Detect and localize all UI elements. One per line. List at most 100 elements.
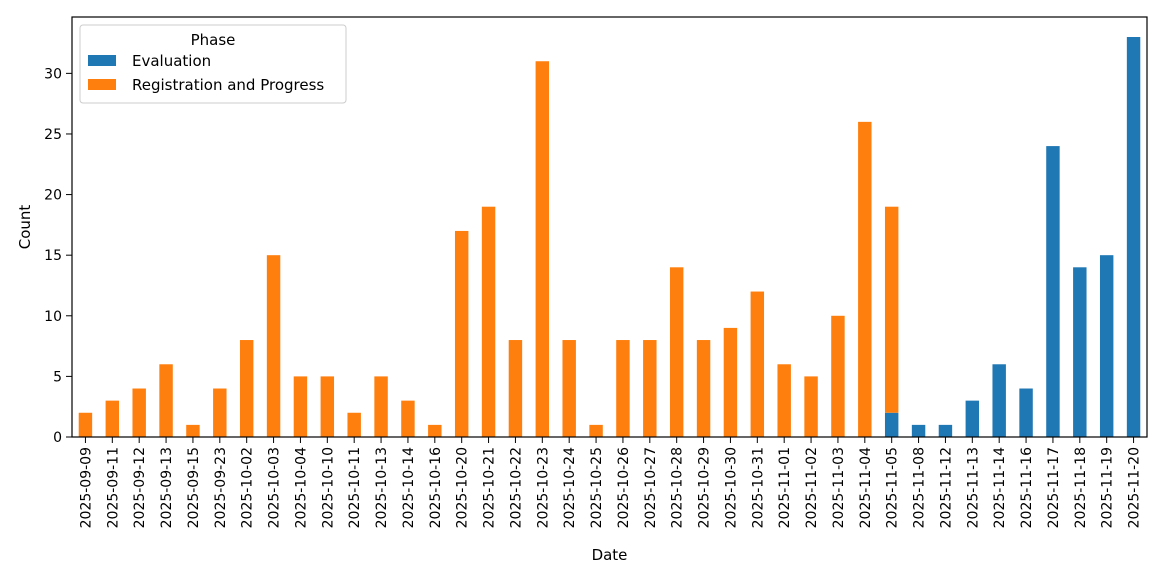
bar-registration-and-progress-2025-10-03 bbox=[266, 255, 281, 437]
y-axis-title: Count bbox=[16, 205, 34, 250]
bar-evaluation-2025-11-19 bbox=[1099, 255, 1114, 437]
bar-registration-and-progress-2025-10-04 bbox=[293, 376, 308, 437]
bar-registration-and-progress-2025-09-11 bbox=[105, 400, 120, 437]
x-tick-label: 2025-11-02 bbox=[804, 447, 820, 528]
x-tick-label: 2025-11-16 bbox=[1019, 447, 1035, 528]
x-tick-label: 2025-11-04 bbox=[858, 447, 874, 528]
x-tick-label: 2025-10-26 bbox=[616, 447, 632, 528]
bar-registration-and-progress-2025-09-12 bbox=[132, 388, 146, 437]
x-tick-label: 2025-10-13 bbox=[374, 447, 390, 528]
x-tick-label: 2025-11-19 bbox=[1100, 447, 1116, 528]
plot-frame bbox=[71, 16, 1148, 438]
x-tick-label: 2025-11-18 bbox=[1073, 447, 1089, 528]
x-axis: 2025-09-09 2025-09-11 2025-09-12 2025-09-13… bbox=[78, 437, 1143, 528]
legend-swatch-registration-and-progress bbox=[88, 79, 116, 90]
x-tick-label: 2025-10-22 bbox=[508, 447, 524, 528]
x-tick-label: 2025-10-29 bbox=[697, 447, 713, 528]
bar-registration-and-progress-2025-09-13 bbox=[159, 364, 173, 437]
x-tick-label: 2025-10-23 bbox=[535, 447, 551, 528]
bar-evaluation-2025-11-18 bbox=[1073, 267, 1087, 437]
y-tick-label: 30 bbox=[44, 66, 62, 82]
x-tick-label: 2025-10-27 bbox=[643, 447, 659, 528]
x-tick-label: 2025-10-31 bbox=[750, 447, 766, 528]
bar-registration-and-progress-2025-11-02 bbox=[804, 376, 818, 437]
x-tick-label: 2025-11-05 bbox=[885, 447, 901, 528]
bar-registration-and-progress-2025-10-11 bbox=[347, 412, 361, 437]
y-tick-label: 15 bbox=[44, 248, 62, 264]
x-tick-label: 2025-10-14 bbox=[401, 447, 417, 528]
x-tick-label: 2025-09-15 bbox=[186, 447, 202, 528]
x-tick-label: 2025-10-25 bbox=[589, 447, 605, 528]
bar-registration-and-progress-2025-10-13 bbox=[374, 376, 388, 437]
x-tick-label: 2025-09-23 bbox=[213, 447, 229, 528]
bar-registration-and-progress-2025-10-21 bbox=[481, 206, 496, 437]
bar-evaluation-2025-11-12 bbox=[938, 424, 953, 437]
bar-evaluation-2025-11-16 bbox=[1019, 388, 1033, 437]
bar-evaluation-2025-11-14 bbox=[992, 364, 1006, 437]
x-tick-label: 2025-09-12 bbox=[132, 447, 148, 528]
x-tick-label: 2025-10-03 bbox=[267, 447, 283, 528]
x-tick-label: 2025-10-16 bbox=[428, 447, 444, 528]
x-tick-label: 2025-11-12 bbox=[938, 447, 954, 528]
x-tick-label: 2025-09-09 bbox=[78, 447, 94, 528]
bar-registration-and-progress-2025-10-02 bbox=[239, 340, 254, 437]
legend-box bbox=[79, 24, 347, 104]
x-tick-label: 2025-11-03 bbox=[831, 447, 847, 528]
x-tick-label: 2025-10-21 bbox=[482, 447, 498, 528]
x-tick-label: 2025-09-11 bbox=[105, 447, 121, 528]
bar-registration-and-progress-2025-10-10 bbox=[320, 376, 335, 437]
x-tick-label: 2025-10-24 bbox=[562, 447, 578, 528]
bar-registration-and-progress-2025-10-31 bbox=[750, 291, 765, 437]
y-axis: 0 5 10 15 20 25 30 bbox=[44, 66, 72, 446]
x-tick-label: 2025-10-11 bbox=[347, 447, 363, 528]
bar-registration-and-progress-2025-11-01 bbox=[777, 364, 791, 437]
bar-evaluation-2025-11-20 bbox=[1126, 37, 1141, 437]
y-tick-label: 25 bbox=[44, 127, 62, 143]
legend-label-evaluation: Evaluation bbox=[132, 52, 211, 70]
x-tick-label: 2025-10-28 bbox=[670, 447, 686, 528]
y-tick-label: 20 bbox=[44, 188, 62, 204]
y-tick-label: 0 bbox=[53, 430, 62, 446]
bar-registration-and-progress-2025-10-22 bbox=[508, 340, 523, 437]
x-tick-label: 2025-11-17 bbox=[1046, 447, 1062, 528]
bar-registration-and-progress-2025-11-05 bbox=[884, 206, 899, 413]
x-tick-label: 2025-11-20 bbox=[1127, 447, 1143, 528]
bar-registration-and-progress-2025-09-15 bbox=[186, 424, 200, 437]
x-tick-label: 2025-10-10 bbox=[320, 447, 336, 528]
x-tick-label: 2025-11-13 bbox=[965, 447, 981, 528]
x-tick-label: 2025-09-13 bbox=[159, 447, 175, 528]
legend-swatch-evaluation bbox=[88, 55, 116, 66]
y-tick-label: 5 bbox=[53, 369, 62, 385]
legend-label-registration-and-progress: Registration and Progress bbox=[132, 76, 324, 94]
bar-registration-and-progress-2025-10-29 bbox=[696, 340, 711, 437]
bar-evaluation-2025-11-05 bbox=[884, 412, 899, 437]
bar-registration-and-progress-2025-10-16 bbox=[428, 424, 442, 437]
bar-evaluation-2025-11-17 bbox=[1046, 146, 1060, 437]
x-tick-label: 2025-10-20 bbox=[455, 447, 471, 528]
x-tick-label: 2025-10-30 bbox=[723, 447, 739, 528]
bars-group bbox=[78, 37, 1141, 438]
bar-registration-and-progress-2025-10-28 bbox=[669, 267, 684, 437]
x-tick-label: 2025-11-14 bbox=[992, 447, 1008, 528]
bar-registration-and-progress-2025-11-04 bbox=[858, 121, 872, 438]
bar-registration-and-progress-2025-10-27 bbox=[643, 340, 657, 437]
bar-registration-and-progress-2025-10-20 bbox=[454, 230, 469, 437]
bar-registration-and-progress-2025-10-24 bbox=[562, 340, 576, 437]
y-tick-label: 10 bbox=[44, 309, 62, 325]
x-tick-label: 2025-11-01 bbox=[777, 447, 793, 528]
bar-registration-and-progress-2025-10-14 bbox=[401, 400, 415, 437]
x-tick-label: 2025-11-08 bbox=[912, 447, 928, 528]
bar-registration-and-progress-2025-10-26 bbox=[616, 340, 630, 437]
legend-title: Phase bbox=[191, 31, 236, 49]
x-tick-label: 2025-10-04 bbox=[293, 447, 309, 528]
legend: Phase Evaluation Registration and Progre… bbox=[79, 24, 347, 104]
x-axis-title: Date bbox=[592, 546, 628, 564]
bar-registration-and-progress-2025-10-30 bbox=[723, 327, 738, 437]
x-tick-label: 2025-10-02 bbox=[240, 447, 256, 528]
bar-registration-and-progress-2025-10-25 bbox=[589, 424, 603, 437]
bar-registration-and-progress-2025-10-23 bbox=[535, 61, 550, 437]
bar-registration-and-progress-2025-09-09 bbox=[78, 412, 93, 437]
bar-registration-and-progress-2025-11-03 bbox=[831, 315, 845, 437]
bar-evaluation-2025-11-13 bbox=[965, 400, 980, 437]
